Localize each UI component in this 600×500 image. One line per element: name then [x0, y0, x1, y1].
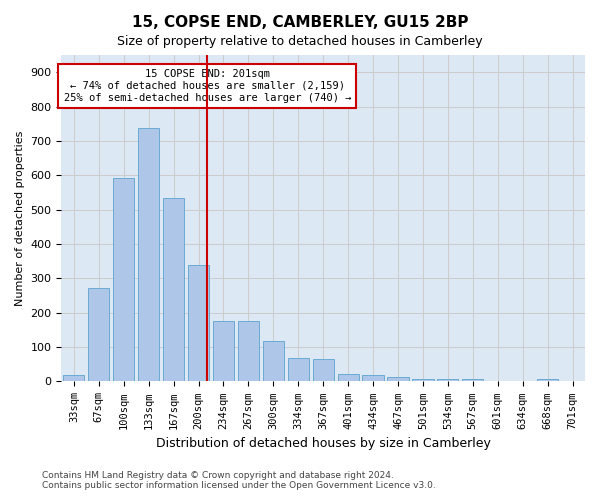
Bar: [188, 264, 209, 382]
Bar: [138, 128, 159, 382]
Text: 15, COPSE END, CAMBERLEY, GU15 2BP: 15, COPSE END, CAMBERLEY, GU15 2BP: [132, 15, 468, 30]
Bar: [88, 288, 109, 382]
Bar: [238, 322, 259, 382]
Bar: [412, 378, 434, 382]
Bar: [437, 379, 458, 382]
Text: 15 COPSE END: 201sqm
← 74% of detached houses are smaller (2,159)
25% of semi-de: 15 COPSE END: 201sqm ← 74% of detached h…: [64, 70, 351, 102]
Y-axis label: Number of detached properties: Number of detached properties: [15, 130, 25, 306]
Text: Contains HM Land Registry data © Crown copyright and database right 2024.
Contai: Contains HM Land Registry data © Crown c…: [42, 470, 436, 490]
Bar: [287, 358, 309, 382]
Bar: [362, 374, 383, 382]
X-axis label: Distribution of detached houses by size in Camberley: Distribution of detached houses by size …: [156, 437, 491, 450]
Bar: [462, 379, 484, 382]
Text: Size of property relative to detached houses in Camberley: Size of property relative to detached ho…: [117, 35, 483, 48]
Bar: [163, 198, 184, 382]
Bar: [63, 374, 85, 382]
Bar: [313, 359, 334, 382]
Bar: [263, 341, 284, 382]
Bar: [113, 178, 134, 382]
Bar: [213, 322, 234, 382]
Bar: [338, 374, 359, 382]
Bar: [388, 378, 409, 382]
Bar: [537, 379, 558, 382]
